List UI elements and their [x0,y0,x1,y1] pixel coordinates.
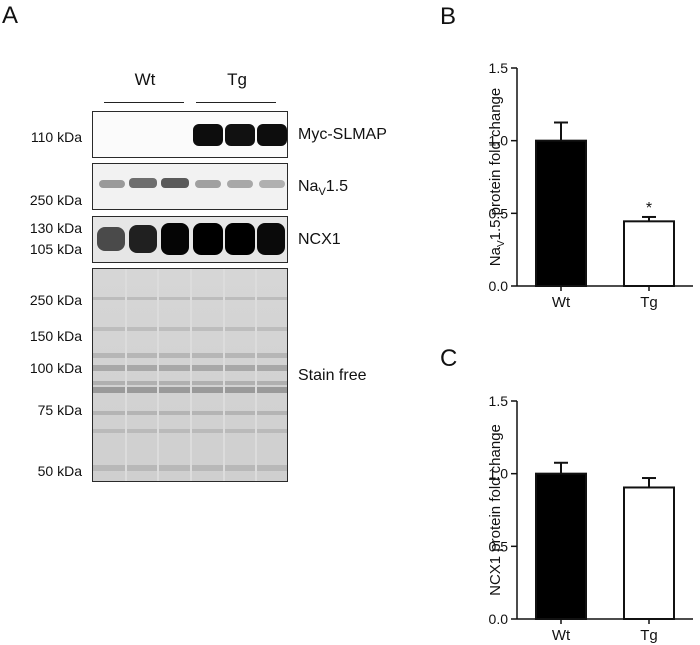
x-tick-label: Tg [640,627,658,644]
y-tick-label: 0.5 [489,205,509,221]
blot-myc-slmap [92,111,288,158]
y-axis-label-main: Na [487,246,504,266]
blot-label-nav15: NaV1.5 [298,178,348,198]
band [97,227,125,251]
panel-letter: C [440,345,457,372]
bar [623,220,675,287]
panel-letter: B [440,3,456,30]
band [225,223,255,255]
y-axis-label: NCX1 protein fold change [487,424,504,596]
band [227,180,253,188]
blot-label-stain-free: Stain free [298,367,367,384]
group-label-tg: Tg [227,70,247,89]
x-tick-label: Wt [552,294,571,311]
bar [535,472,587,620]
band [129,225,157,253]
y-axis-label: NaV1.5 protein fold change [487,88,507,266]
band [99,180,125,188]
band-label-suffix: 1.5 [325,178,349,195]
y-tick-label: 1.5 [489,60,509,76]
y-tick-label: 0.0 [489,611,509,627]
band [193,223,223,255]
x-tick-label: Wt [552,627,571,644]
mw-label: 50 kDa [37,463,82,479]
band-label-main: Na [298,178,319,195]
group-line-wt [104,102,184,103]
band [161,223,189,255]
y-tick-label: 0.0 [489,278,509,294]
mw-label: 130 kDa [29,220,82,236]
blot-stain-free [92,268,288,482]
band [257,223,285,255]
lane-gap [157,269,159,481]
mw-label: 100 kDa [29,360,82,376]
significance-marker: * [646,200,652,217]
lane-gap [223,269,225,481]
mw-label: 150 kDa [29,328,82,344]
mw-label: 75 kDa [37,402,82,418]
bar [535,139,587,287]
band [259,180,285,188]
y-tick-label: 1.0 [489,466,509,482]
bar [623,486,675,620]
group-label-wt: Wt [134,70,156,89]
chart-panel-b: B 0.0 0.5 1.0 1.5 Wt Tg * NaV1.5 protein fold ch… [440,3,693,311]
band [257,124,287,146]
y-tick-label: 0.5 [489,538,509,554]
blot-label-ncx1: NCX1 [298,231,341,248]
band [161,178,189,188]
blot-label-myc-slmap: Myc-SLMAP [298,126,387,143]
band [225,124,255,146]
band [129,178,157,188]
y-axis-label-sub: V [496,240,507,247]
group-line-tg [196,102,276,103]
y-tick-label: 1.5 [489,393,509,409]
y-tick-label: 1.0 [489,133,509,149]
lane-gap [125,269,127,481]
y-axis-label-rest: 1.5 protein fold change [487,88,504,241]
band [195,180,221,188]
mw-label: 110 kDa [30,129,82,145]
chart-panel-c: C 0.0 0.5 1.0 1.5 Wt Tg NCX1 protein fold chang… [440,345,693,644]
mw-label: 250 kDa [29,292,82,308]
panel-a-letter: A [2,2,19,29]
lane-gap [190,269,192,481]
mw-label: 250 kDa [29,192,82,208]
blot-ncx1 [92,216,288,263]
mw-label: 105 kDa [29,241,82,257]
band [193,124,223,146]
x-tick-label: Tg [640,294,658,311]
lane-gap [255,269,257,481]
blot-nav15 [92,163,288,210]
band-label-sub: V [318,186,326,199]
